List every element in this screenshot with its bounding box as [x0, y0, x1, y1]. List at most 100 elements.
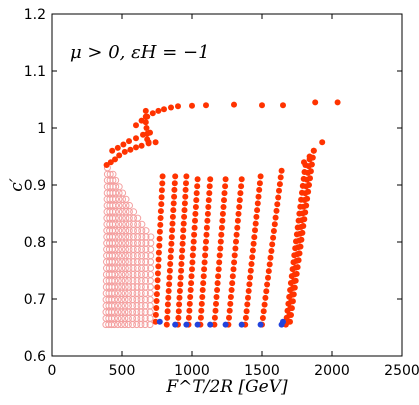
data-point — [301, 216, 308, 223]
data-point — [186, 300, 193, 307]
data-point — [181, 213, 188, 220]
data-point — [156, 242, 163, 249]
x-tick-label: 1500 — [244, 363, 280, 379]
data-point — [142, 119, 149, 126]
data-point — [199, 294, 206, 300]
data-point — [138, 142, 145, 149]
data-point — [233, 231, 240, 238]
data-point — [226, 314, 232, 321]
data-point-low — [194, 321, 201, 328]
data-point — [194, 183, 201, 190]
data-point — [204, 217, 211, 224]
data-point — [231, 101, 237, 108]
data-point — [213, 294, 220, 300]
data-point — [292, 277, 299, 284]
data-point — [163, 321, 170, 328]
data-point — [271, 221, 278, 228]
data-point-low — [257, 321, 264, 328]
data-point — [238, 183, 245, 190]
y-tick-label: 0.9 — [24, 178, 46, 194]
data-point — [189, 259, 196, 266]
plot-annotation: μ > 0, εH = −1 — [70, 42, 210, 63]
data-point — [189, 102, 195, 109]
data-point — [167, 254, 174, 261]
data-point — [202, 252, 209, 259]
data-point — [155, 256, 162, 263]
data-point — [288, 312, 294, 318]
data-point — [298, 236, 305, 243]
data-point — [154, 284, 161, 291]
data-point — [287, 318, 293, 325]
data-point — [185, 314, 192, 321]
data-point — [202, 245, 209, 252]
data-point — [154, 270, 161, 277]
data-point — [250, 240, 257, 247]
data-point — [260, 308, 267, 315]
data-point — [249, 247, 256, 254]
data-point — [276, 181, 283, 188]
data-point — [152, 139, 159, 146]
data-point — [193, 197, 200, 204]
data-point — [191, 224, 198, 231]
data-point — [214, 280, 221, 287]
data-point-low — [156, 318, 163, 325]
data-point — [234, 217, 241, 224]
data-point-low — [222, 321, 229, 328]
data-point — [178, 267, 185, 274]
data-point — [211, 314, 218, 321]
data-point — [221, 197, 227, 204]
data-point — [171, 180, 178, 187]
y-axis-label: c′ — [7, 178, 27, 192]
data-point — [222, 176, 229, 183]
data-point — [161, 106, 167, 113]
data-point — [280, 102, 286, 109]
data-point — [248, 261, 255, 267]
data-point — [297, 243, 304, 250]
data-point — [168, 234, 175, 241]
data-point — [201, 259, 208, 266]
data-point — [189, 266, 195, 273]
data-point — [306, 182, 312, 188]
data-point — [264, 281, 271, 288]
data-point — [227, 294, 234, 300]
data-point — [249, 254, 256, 261]
data-point — [301, 159, 307, 166]
data-point — [233, 238, 239, 245]
data-point — [310, 147, 317, 154]
data-point — [182, 193, 189, 200]
data-point — [275, 194, 282, 201]
data-point — [276, 187, 282, 194]
data-point — [114, 144, 121, 151]
data-point — [169, 227, 176, 234]
data-point — [159, 173, 166, 180]
data-point — [211, 321, 218, 328]
data-point — [203, 231, 210, 238]
y-tick-label: 1.1 — [24, 64, 46, 80]
data-point — [226, 307, 233, 314]
data-point — [176, 288, 183, 294]
data-point — [187, 287, 194, 293]
data-point — [272, 214, 279, 221]
data-point — [229, 280, 236, 287]
data-point-open — [130, 208, 138, 216]
data-point — [201, 266, 208, 273]
data-point — [262, 294, 269, 301]
data-point — [181, 200, 188, 207]
data-point — [236, 204, 243, 210]
data-point — [168, 240, 175, 247]
data-point — [193, 190, 200, 197]
data-point — [158, 194, 165, 201]
data-point — [167, 261, 174, 267]
data-point-low — [172, 321, 179, 328]
data-point — [252, 227, 258, 234]
data-point — [270, 234, 277, 241]
data-point — [290, 291, 297, 298]
data-point — [179, 247, 186, 254]
data-point-open — [115, 183, 123, 191]
data-point — [192, 204, 199, 210]
data-point — [156, 235, 163, 242]
data-point — [166, 281, 173, 288]
data-point — [154, 277, 161, 284]
light-points-layer — [102, 164, 155, 329]
